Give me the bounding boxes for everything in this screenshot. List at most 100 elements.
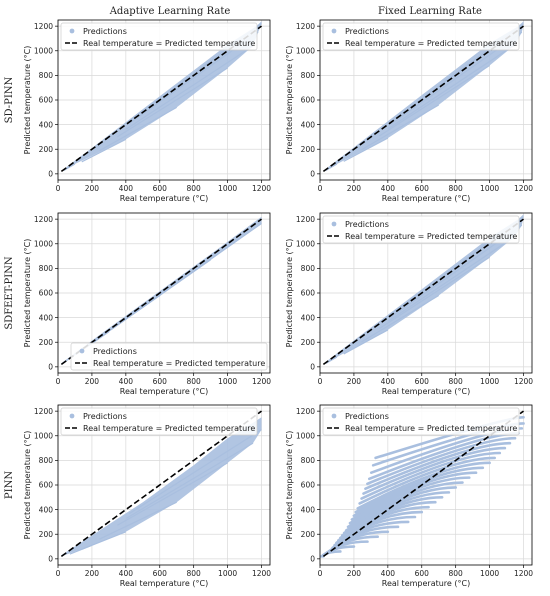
x-tick-label: 400 [119, 377, 134, 386]
x-tick-label: 800 [449, 569, 464, 578]
prediction-stripe [358, 456, 496, 505]
prediction-stripe [379, 256, 490, 330]
x-tick-label: 200 [347, 184, 362, 193]
legend: Predictions Real temperature = Predicted … [70, 342, 268, 371]
x-tick-label: 400 [381, 184, 396, 193]
predictions-band [323, 214, 524, 365]
legend-box [322, 22, 520, 51]
legend-marker-predictions [331, 28, 337, 34]
prediction-stripe [346, 486, 457, 529]
prediction-stripe [117, 67, 228, 138]
x-tick-label: 1200 [514, 377, 533, 386]
y-tick-label: 400 [39, 313, 54, 322]
row-title-1: SDFEET-PINN [4, 256, 15, 330]
legend-marker-predictions [79, 348, 85, 354]
legend: Predictions Real temperature = Predicted … [60, 407, 258, 436]
y-axis-label: Predicted temperature (°C) [23, 431, 32, 540]
y-tick-label: 0 [310, 363, 315, 372]
plot-area [322, 214, 524, 366]
y-tick-label: 0 [48, 555, 53, 564]
x-axis-label: Real temperature (°C) [120, 387, 208, 396]
x-tick-label: 600 [415, 569, 430, 578]
prediction-stripe [366, 436, 517, 486]
x-tick-label: 0 [318, 569, 323, 578]
y-axis-label: Predicted temperature (°C) [285, 431, 294, 540]
panel-3: 0 200 400 600 800 1000 1200 0 200 400 600 800 1000 12… [285, 212, 533, 396]
x-tick-label: 200 [347, 377, 362, 386]
x-tick-label: 600 [153, 569, 168, 578]
x-tick-label: 0 [56, 184, 61, 193]
prediction-stripe [81, 531, 127, 550]
prediction-stripe [117, 462, 228, 526]
prediction-stripe [387, 235, 516, 322]
prediction-stripe [360, 451, 502, 500]
column-title-fixed: Fixed Learning Rate [378, 6, 482, 17]
panel-4: 0 200 400 600 800 1000 1200 0 200 400 600 800 1000 12… [23, 404, 271, 588]
predictions-band [61, 417, 262, 557]
y-tick-label: 1200 [296, 407, 315, 416]
x-tick-label: 400 [381, 569, 396, 578]
x-tick-label: 200 [85, 569, 100, 578]
x-tick-label: 800 [187, 184, 202, 193]
ideal-line [60, 25, 262, 173]
prediction-stripe [128, 429, 262, 515]
y-tick-label: 800 [39, 264, 54, 273]
x-tick-label: 800 [449, 377, 464, 386]
x-tick-label: 800 [187, 569, 202, 578]
x-tick-label: 600 [153, 184, 168, 193]
y-tick-label: 1200 [296, 22, 315, 31]
x-tick-label: 1200 [514, 184, 533, 193]
y-tick-label: 400 [301, 505, 316, 514]
legend-label-ideal-line: Real temperature = Predicted temperature [83, 39, 255, 48]
prediction-stripe [343, 329, 389, 355]
y-axis-label: Predicted temperature (°C) [23, 46, 32, 155]
y-tick-label: 800 [39, 456, 54, 465]
prediction-stripe [99, 106, 178, 152]
y-tick-label: 1000 [34, 431, 53, 440]
x-axis-label: Real temperature (°C) [382, 579, 470, 588]
panel-2: 0 200 400 600 800 1000 1200 0 200 400 600 800 1000 12… [23, 212, 271, 396]
legend-marker-predictions [331, 413, 337, 419]
legend-box [70, 342, 268, 371]
y-tick-label: 800 [301, 456, 316, 465]
y-axis-label: Predicted temperature (°C) [23, 239, 32, 348]
ideal-line [60, 410, 262, 558]
legend-label-predictions: Predictions [83, 27, 127, 36]
x-tick-label: 1000 [218, 184, 237, 193]
y-tick-label: 600 [301, 96, 316, 105]
y-tick-label: 200 [39, 338, 54, 347]
legend-box [322, 215, 520, 244]
x-tick-label: 1000 [218, 377, 237, 386]
y-tick-label: 1200 [296, 215, 315, 224]
x-tick-label: 0 [56, 377, 61, 386]
x-tick-label: 600 [153, 377, 168, 386]
x-tick-label: 1000 [218, 569, 237, 578]
legend-label-ideal-line: Real temperature = Predicted temperature [345, 424, 517, 433]
y-tick-label: 200 [301, 338, 316, 347]
legend-label-ideal-line: Real temperature = Predicted temperature [83, 424, 255, 433]
x-axis-label: Real temperature (°C) [382, 387, 470, 396]
prediction-stripe [379, 65, 490, 137]
prediction-stripe [81, 138, 127, 163]
legend: Predictions Real temperature = Predicted … [322, 215, 520, 244]
y-tick-label: 1000 [34, 239, 53, 248]
predictions-band [61, 21, 262, 172]
legend-box [60, 407, 258, 436]
panel-1: 0 200 400 600 800 1000 1200 0 200 400 600 800 1000 12… [285, 19, 533, 203]
y-tick-label: 600 [39, 289, 54, 298]
prediction-stripe [63, 163, 76, 171]
x-tick-label: 200 [85, 377, 100, 386]
y-axis-label: Predicted temperature (°C) [285, 239, 294, 348]
y-tick-label: 400 [39, 505, 54, 514]
legend-box [60, 22, 258, 51]
ideal-line [322, 410, 524, 558]
x-tick-label: 1200 [252, 184, 271, 193]
x-tick-label: 0 [318, 184, 323, 193]
x-tick-label: 1200 [514, 569, 533, 578]
y-tick-label: 1200 [34, 407, 53, 416]
legend: Predictions Real temperature = Predicted … [322, 22, 520, 51]
y-tick-label: 0 [310, 170, 315, 179]
x-tick-label: 200 [347, 569, 362, 578]
prediction-stripe [128, 222, 262, 318]
prediction-stripe [362, 446, 507, 495]
